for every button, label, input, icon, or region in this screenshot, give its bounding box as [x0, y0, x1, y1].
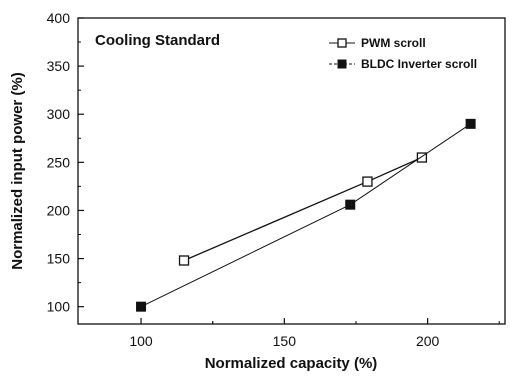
data-point: [178, 255, 190, 266]
data-point: [345, 199, 356, 210]
y-tick-labels: 100 150 200 250 300 350 400: [47, 10, 71, 315]
series-line: [140, 123, 471, 308]
legend-marker-bldc: [337, 59, 347, 69]
y-tick-label: 300: [47, 106, 71, 122]
legend: PWM scroll BLDC Inverter scroll: [329, 36, 477, 71]
x-axis-title: Normalized capacity (%): [205, 355, 378, 372]
series-bldc-inverter-scroll: [136, 118, 476, 312]
y-tick-label: 250: [47, 154, 71, 170]
y-tick-label: 400: [47, 10, 71, 26]
x-tick-label: 100: [129, 333, 153, 349]
series-layer: [136, 118, 476, 312]
data-point: [416, 152, 428, 163]
data-point: [362, 176, 373, 187]
chart-annotation: Cooling Standard: [95, 32, 220, 49]
data-point: [465, 118, 476, 129]
y-tick-label: 200: [47, 202, 71, 218]
legend-marker-pwm: [337, 38, 347, 48]
y-tick-label: 100: [47, 299, 71, 315]
legend-label-bldc: BLDC Inverter scroll: [361, 57, 477, 71]
x-tick-label: 150: [273, 333, 297, 349]
plot-area-frame: [77, 17, 506, 325]
legend-entry-bldc: BLDC Inverter scroll: [329, 57, 477, 71]
y-tick-label: 350: [47, 58, 71, 74]
y-axis-title: Normalized input power (%): [9, 72, 26, 270]
data-point: [136, 301, 147, 312]
legend-label-pwm: PWM scroll: [361, 36, 426, 50]
series-pwm-scroll: [178, 152, 428, 266]
x-tick-labels: 100 150 200: [129, 333, 439, 349]
x-tick-label: 200: [416, 333, 440, 349]
y-tick-label: 150: [47, 251, 71, 267]
series-line: [183, 156, 423, 262]
legend-entry-pwm: PWM scroll: [329, 36, 426, 50]
tick-marks: [78, 17, 500, 324]
